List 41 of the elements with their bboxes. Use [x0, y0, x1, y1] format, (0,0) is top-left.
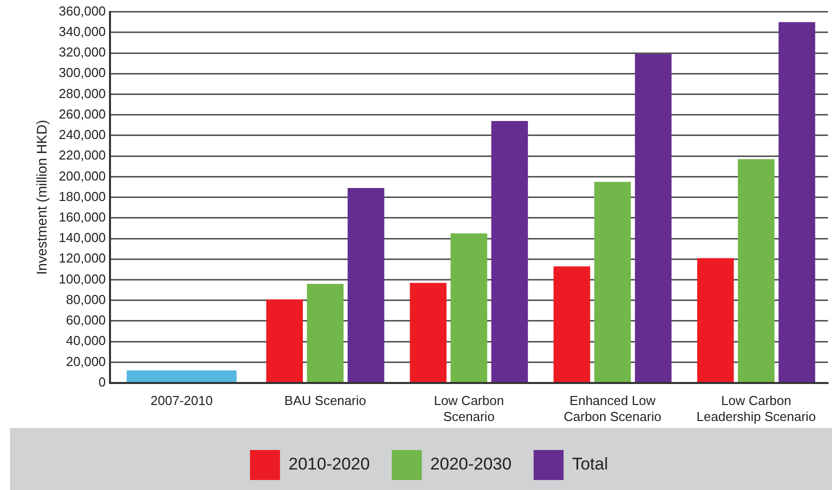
x-tick-label: Enhanced Low Carbon Scenario: [564, 393, 662, 424]
y-tick-label: 300,000: [58, 65, 106, 80]
bar: [126, 370, 237, 382]
y-tick-label: 360,000: [58, 3, 106, 18]
bar: [738, 159, 774, 382]
y-tick-label: 260,000: [58, 106, 106, 122]
legend-label: 2010-2020: [288, 454, 370, 474]
y-tick-label: 120,000: [58, 250, 106, 266]
bar: [778, 22, 816, 382]
bar: [634, 54, 672, 382]
bar: [594, 182, 631, 382]
x-tick-label: 2007-2010: [150, 393, 213, 408]
y-tick-label: 280,000: [58, 86, 106, 101]
y-axis-title: Investment (million HKD): [33, 120, 50, 275]
y-tick-label: 80,000: [66, 292, 106, 307]
legend-label: Total: [572, 454, 608, 474]
bar: [410, 282, 447, 382]
y-tick-label: 0: [98, 374, 106, 390]
bar: [554, 266, 590, 382]
y-tick-label: 220,000: [58, 148, 106, 163]
y-tick-label: 200,000: [58, 168, 106, 184]
y-tick-label: 40,000: [66, 333, 106, 348]
y-tick-label: 240,000: [58, 127, 106, 142]
y-tick-label: 20,000: [66, 354, 106, 369]
bar: [306, 284, 344, 382]
bar: [697, 258, 734, 382]
y-tick-label: 320,000: [58, 44, 106, 60]
bar: [348, 188, 384, 382]
y-tick-label: 60,000: [66, 312, 106, 328]
y-tick-label: 160,000: [58, 209, 106, 224]
legend-label: 2020-2030: [430, 454, 512, 474]
bar: [450, 233, 488, 382]
y-tick-label: 140,000: [58, 230, 106, 246]
y-tick-label: 180,000: [58, 188, 106, 204]
y-tick-label: 100,000: [58, 271, 106, 286]
y-tick-label: 340,000: [58, 24, 106, 39]
bar: [491, 121, 528, 382]
x-tick-label: Low Carbon Leadership Scenario: [696, 393, 816, 424]
bar: [266, 299, 303, 382]
x-tick-label: Low Carbon Scenario: [434, 393, 504, 424]
x-tick-label: BAU Scenario: [284, 393, 366, 408]
